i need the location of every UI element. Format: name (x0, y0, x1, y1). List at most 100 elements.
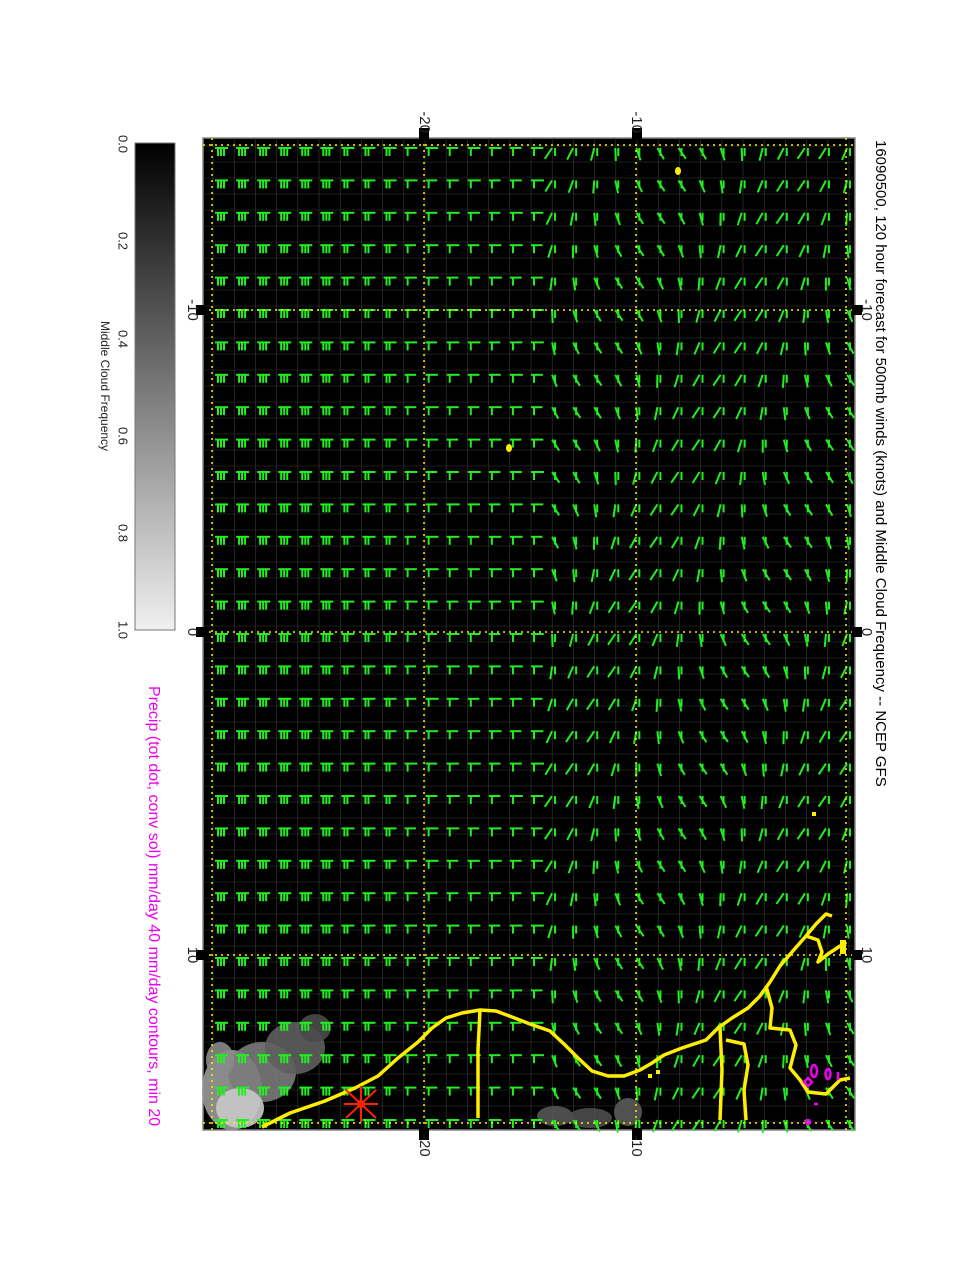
wind-barb (257, 438, 271, 448)
wind-barb (383, 568, 397, 578)
wind-barb (825, 471, 834, 484)
cloud-blob (216, 1088, 264, 1128)
wind-barb (635, 277, 645, 289)
wind-barb-shaft (819, 698, 827, 712)
wind-barb (236, 924, 250, 934)
wind-barb (650, 601, 662, 614)
wind-barb (824, 277, 830, 291)
wind-barb (635, 179, 644, 193)
wind-barb (425, 989, 439, 999)
wind-barb (698, 147, 707, 160)
wind-barb (839, 795, 851, 808)
wind-barb (299, 1054, 313, 1064)
wind-barb-shaft (543, 795, 553, 808)
wind-barb (670, 471, 683, 484)
wind-barb (488, 1086, 501, 1096)
wind-barb (383, 341, 397, 351)
wind-barb (775, 892, 788, 905)
wind-barb-shaft (798, 763, 806, 776)
wind-barb (775, 925, 788, 938)
wind-barb-shaft (568, 633, 575, 647)
precip-caption: Precip (tot dot, conv sol) mm/day 40 mm/… (145, 686, 162, 1126)
wind-barb (818, 827, 830, 840)
wind-barb (551, 1054, 558, 1068)
wind-barb (404, 147, 418, 156)
wind-barb (761, 504, 768, 518)
wind-barb (714, 471, 725, 485)
wind-barb (446, 600, 459, 610)
wind-barb (320, 697, 334, 707)
wind-barb (236, 697, 250, 707)
wind-barb-shaft (549, 277, 554, 291)
wind-barb (825, 536, 833, 550)
wind-barb-shaft (779, 342, 785, 356)
wind-barb (320, 827, 334, 837)
wind-barb (236, 147, 250, 156)
wind-barb (756, 180, 767, 193)
wind-barb (404, 341, 418, 351)
wind-barb-shaft (671, 406, 680, 420)
wind-barb (531, 211, 544, 221)
wind-barb (569, 893, 578, 907)
wind-barb-shaft (839, 698, 848, 711)
wind-barb (653, 666, 662, 680)
wind-barb (565, 730, 578, 743)
wind-barb-shaft (610, 536, 617, 550)
wind-barb (383, 633, 397, 642)
island-5 (656, 1070, 660, 1074)
wind-barb-shaft (693, 342, 701, 355)
wind-barb (425, 1054, 438, 1064)
wind-barb (236, 406, 250, 416)
wind-barb-shaft (567, 180, 575, 193)
wind-barb (404, 568, 417, 578)
wind-barb (736, 439, 746, 453)
wind-barb-shaft (614, 1119, 619, 1133)
wind-barb (236, 665, 250, 675)
wind-barb (278, 244, 292, 254)
wind-barb (425, 859, 439, 869)
border-2 (718, 1027, 724, 1121)
wind-barb (566, 827, 578, 841)
wind-barb (488, 179, 501, 189)
wind-barb (824, 309, 830, 323)
wind-barb (383, 762, 397, 772)
map-title: 16090500, 120 hour forecast for 500mb wi… (872, 140, 889, 787)
wind-barb (362, 535, 376, 545)
wind-barb (593, 1022, 603, 1035)
wind-barb-shaft (760, 795, 764, 810)
wind-barb (404, 1054, 418, 1064)
wind-barb (630, 504, 641, 517)
wind-barb (715, 277, 725, 291)
wind-barb (257, 924, 271, 934)
wind-barb-shaft (820, 892, 827, 906)
wind-barb-shaft (614, 860, 620, 874)
wind-barb (695, 990, 704, 1004)
wind-barb (446, 697, 459, 707)
wind-barb (821, 666, 830, 680)
wind-barb (846, 439, 855, 452)
wind-barb (362, 1119, 376, 1128)
wind-barb (782, 536, 792, 549)
wind-barb (846, 309, 854, 323)
wind-barb (446, 535, 460, 545)
wind-barb (236, 1021, 250, 1031)
wind-barb-shaft (715, 957, 722, 971)
wind-barb (467, 1119, 480, 1128)
wind-barb (446, 211, 460, 221)
wind-barb-shaft (655, 698, 659, 712)
wind-barb-shaft (740, 147, 744, 162)
wind-barb (846, 245, 851, 259)
precip-contours (802, 1063, 840, 1126)
wind-barb (488, 471, 501, 480)
wind-barb-shaft (822, 245, 827, 259)
wind-barb (756, 860, 767, 874)
wind-barb (320, 276, 334, 286)
wind-barb (677, 990, 683, 1004)
wind-barb (467, 600, 481, 610)
wind-barb (592, 180, 599, 194)
wind-barb-shaft (754, 309, 764, 322)
wind-barb-shaft (739, 471, 743, 486)
wind-barb (425, 665, 438, 675)
wind-barb (761, 763, 767, 777)
wind-barb (509, 1021, 522, 1031)
